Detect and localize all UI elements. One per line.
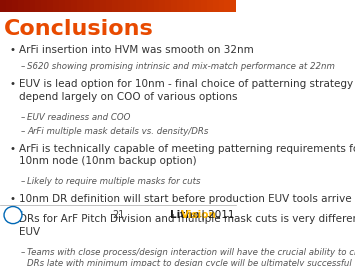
Bar <box>165 0 171 13</box>
Bar <box>100 0 106 13</box>
Text: 10nm DR definition will start before production EUV tools arrive: 10nm DR definition will start before pro… <box>19 194 351 204</box>
Text: | 2011: | 2011 <box>198 210 234 220</box>
Text: –: – <box>20 177 24 186</box>
Text: •: • <box>10 79 16 89</box>
Bar <box>201 0 207 13</box>
Bar <box>29 0 36 13</box>
Text: Teams with close process/design interaction will have the crucial ability to cha: Teams with close process/design interact… <box>27 248 355 266</box>
Text: ArFi insertion into HVM was smooth on 32nm: ArFi insertion into HVM was smooth on 32… <box>19 45 254 55</box>
Bar <box>106 0 113 13</box>
Text: Litho: Litho <box>170 210 200 220</box>
Bar <box>195 0 201 13</box>
Circle shape <box>4 206 22 224</box>
Bar <box>47 0 53 13</box>
Bar <box>136 0 142 13</box>
Bar <box>89 0 95 13</box>
Bar <box>0 0 6 13</box>
Bar <box>213 0 219 13</box>
Bar <box>154 0 160 13</box>
Bar <box>224 0 230 13</box>
Bar <box>36 0 42 13</box>
Bar <box>53 0 59 13</box>
Text: –: – <box>20 63 24 71</box>
Text: DRs for ArF Pitch Division and multiple mask cuts is very different from
EUV: DRs for ArF Pitch Division and multiple … <box>19 214 355 237</box>
Bar <box>59 0 65 13</box>
Bar <box>112 0 118 13</box>
Bar <box>130 0 136 13</box>
Bar <box>94 0 100 13</box>
Text: EUV is lead option for 10nm - final choice of patterning strategy will
depend la: EUV is lead option for 10nm - final choi… <box>19 79 355 102</box>
Text: •: • <box>10 194 16 204</box>
Text: –: – <box>20 113 24 122</box>
Bar <box>189 0 195 13</box>
Bar <box>41 0 48 13</box>
Bar <box>207 0 213 13</box>
Text: intel: intel <box>3 211 23 219</box>
Bar <box>71 0 77 13</box>
Bar <box>177 0 183 13</box>
Bar <box>219 0 225 13</box>
Text: Likely to require multiple masks for cuts: Likely to require multiple masks for cut… <box>27 177 201 186</box>
Text: S620 showing promising intrinsic and mix-match performance at 22nm: S620 showing promising intrinsic and mix… <box>27 63 335 71</box>
Bar <box>65 0 71 13</box>
Bar <box>230 0 236 13</box>
Bar <box>148 0 154 13</box>
Text: 21: 21 <box>112 210 124 220</box>
Bar <box>171 0 178 13</box>
Bar <box>83 0 89 13</box>
Text: •: • <box>10 144 16 154</box>
Bar <box>6 0 12 13</box>
Text: ArFi is technically capable of meeting patterning requirements for
10nm node (10: ArFi is technically capable of meeting p… <box>19 144 355 166</box>
Text: Conclusions: Conclusions <box>4 19 154 39</box>
Bar <box>142 0 148 13</box>
Bar <box>159 0 165 13</box>
Text: •: • <box>10 214 16 225</box>
Text: •: • <box>10 45 16 55</box>
Text: –: – <box>20 248 24 257</box>
Text: Vision: Vision <box>181 210 217 220</box>
Bar <box>124 0 130 13</box>
Text: EUV readiness and COO: EUV readiness and COO <box>27 113 131 122</box>
Text: ArFi multiple mask details vs. density/DRs: ArFi multiple mask details vs. density/D… <box>27 127 208 136</box>
Bar <box>12 0 18 13</box>
Bar <box>77 0 83 13</box>
Text: –: – <box>20 127 24 136</box>
Bar <box>183 0 189 13</box>
Bar <box>118 0 124 13</box>
Bar <box>18 0 24 13</box>
Bar <box>24 0 30 13</box>
